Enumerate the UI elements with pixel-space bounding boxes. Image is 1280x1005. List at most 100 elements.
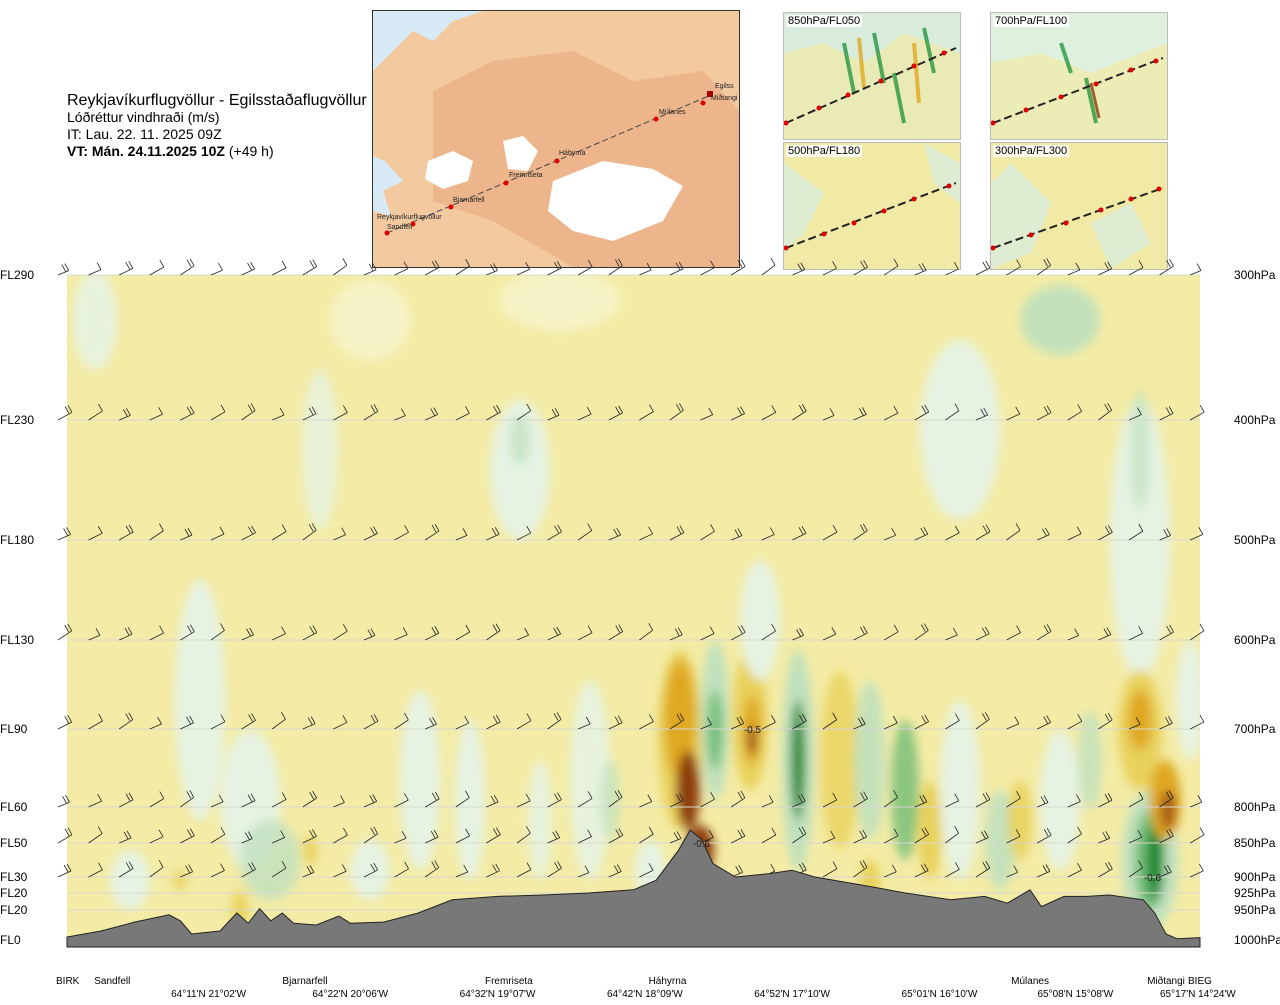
wind-barb [578,716,591,730]
wind-barb [455,406,470,421]
route-end-marker [707,91,713,97]
wind-barb [241,525,256,541]
wind-barb [975,626,990,641]
wind-barb [547,792,562,808]
coordinate-label: 65°08'N 15°08'W [1037,989,1114,1000]
wind-barb [853,791,868,808]
wind-barb [210,827,226,844]
glacier-hofsjokull [503,136,538,171]
velocity-region-17 [570,680,610,880]
waypoint-label: Háhyrna [648,976,687,987]
velocity-region-12 [240,820,300,900]
wind-barb [1037,405,1052,421]
wind-barb [608,405,623,421]
left-axis-label: FL30 [0,870,28,884]
wind-barb [884,528,897,541]
wind-barb [914,263,927,276]
wind-barb [1128,523,1144,541]
velocity-region-24 [707,690,723,770]
wind-barb [608,828,624,844]
wind-barb [1067,794,1081,808]
wind-barb [88,826,103,844]
wind-barb [425,260,440,276]
right-axis-label: 900hPa [1234,870,1276,884]
valid-time-line: VT: Mán. 24.11.2025 10Z (+49 h) [67,143,367,160]
wind-barb [1036,258,1052,276]
wind-barb [1159,406,1174,421]
wind-barb [639,863,654,878]
left-axis-label: FL0 [0,933,21,947]
wind-barb [730,790,746,808]
coordinate-label: 64°32'N 19°07'W [459,989,536,1000]
wind-barb [1098,861,1113,878]
wind-barb [210,623,225,641]
wind-barb [761,623,776,641]
wind-barb [914,404,930,421]
wind-barb [149,625,164,641]
left-axis-label: FL180 [0,533,35,547]
wind-barb [1067,826,1082,844]
wind-barb [975,260,991,276]
velocity-region-29 [791,700,805,820]
wind-barb [1128,829,1143,844]
wind-barb [57,714,73,730]
wind-barb [119,408,131,421]
wind-barb [88,403,103,421]
wind-barb [608,258,623,276]
velocity-region-44 [1147,820,1163,900]
wind-barb [700,260,715,276]
wind-barb [486,527,500,541]
wind-barb [792,526,807,541]
wind-barb [1067,862,1082,878]
valid-time: VT: Mán. 24.11.2025 10Z [67,143,225,159]
wind-barb [394,261,409,276]
wind-barb [394,831,407,844]
wind-barb [180,790,195,808]
contour-label-0: -0.5 [744,725,762,736]
wind-barb [1128,860,1143,878]
wind-barb [577,523,593,541]
wind-barb [119,792,134,808]
wind-barb [57,405,73,421]
wind-barb [363,826,379,844]
wind-barb [394,861,409,878]
wind-barb [486,794,499,808]
wind-barb [792,262,806,276]
wind-barb [761,795,774,808]
wind-barb [271,524,287,541]
level-map-700-svg [991,13,1167,139]
level-map-300-svg [991,143,1167,269]
wind-barb [425,829,439,844]
issue-time: IT: Lau. 22. 11. 2025 09Z [67,126,222,142]
right-axis-label: 950hPa [1234,903,1276,917]
wind-barb [822,830,836,844]
wind-barb [700,717,712,730]
wind-barb [333,405,348,421]
wind-barb [1067,262,1081,276]
wind-barb [1067,404,1083,421]
chart-header: Reykjavíkurflugvöllur - Egilsstaðaflugvö… [67,92,367,160]
velocity-region-27 [747,725,757,755]
wind-barb [1128,717,1141,730]
wind-barb [608,527,622,541]
wind-barbs [57,257,1205,878]
wind-barb [272,830,286,844]
wind-barb [914,794,928,808]
wind-barb [1037,715,1052,730]
wind-barb [516,525,532,541]
wind-barb [119,261,134,276]
level-map-500-svg [784,143,960,269]
wind-barb [945,403,960,421]
left-axis-label: FL20 [0,886,28,900]
wind-barb [884,405,899,421]
wind-barb [945,825,959,844]
wind-barb [700,524,715,541]
wind-barb [425,407,439,421]
velocity-region-41 [1128,690,1152,750]
wind-barb [57,623,73,641]
wind-barb [210,404,226,421]
wind-barb [119,524,134,541]
wind-barb [945,261,959,276]
left-axis-label: FL230 [0,413,35,427]
left-axis-label: FL50 [0,836,28,850]
